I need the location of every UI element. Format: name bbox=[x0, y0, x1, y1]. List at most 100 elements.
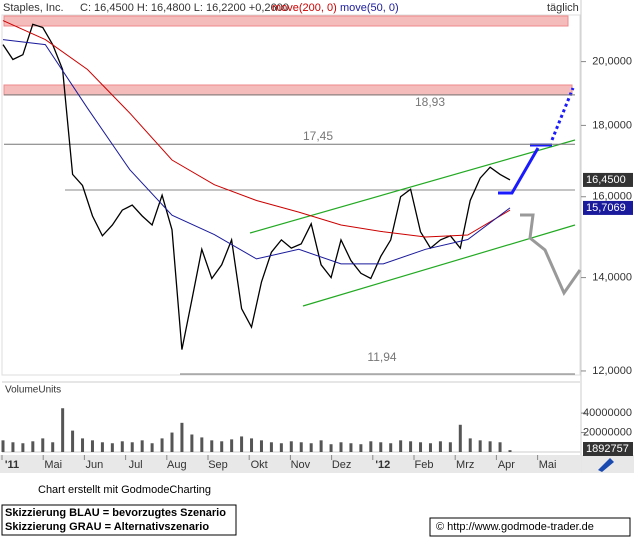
x-tick-label: Mai bbox=[539, 459, 557, 471]
volume-bar bbox=[200, 437, 204, 452]
volume-bar bbox=[120, 441, 124, 452]
x-tick-label: '11 bbox=[5, 459, 19, 471]
quote: C: 16,4500 H: 16,4800 L: 16,2200 +0,2600 bbox=[80, 2, 289, 14]
volume-bar bbox=[478, 440, 482, 452]
volume-bar bbox=[41, 438, 45, 452]
volume-bar bbox=[170, 432, 174, 452]
volume-last-label: 1892757 bbox=[586, 443, 629, 455]
volume-bar bbox=[289, 441, 293, 452]
volume-bar bbox=[279, 443, 283, 452]
legend-gray: Skizzierung GRAU = Alternativszenario bbox=[5, 521, 209, 533]
volume-bar bbox=[1, 440, 5, 452]
resistance-band bbox=[3, 15, 569, 27]
x-tick-label: Aug bbox=[167, 459, 187, 471]
volume-bar bbox=[379, 442, 383, 452]
volume-bar bbox=[428, 443, 432, 452]
y-tick-label: 20,0000 bbox=[592, 56, 632, 68]
moving-average bbox=[2, 20, 511, 238]
volume-tick-label: 40000000 bbox=[583, 407, 632, 419]
scenario-blue bbox=[498, 147, 540, 195]
volume-bar bbox=[259, 440, 263, 452]
volume-bar bbox=[140, 440, 144, 452]
copyright[interactable]: © http://www.godmode-trader.de bbox=[436, 521, 594, 533]
channel-upper bbox=[249, 139, 576, 234]
volume-bar bbox=[90, 440, 94, 452]
volume-bar bbox=[21, 443, 25, 452]
x-tick-label: Jul bbox=[129, 459, 143, 471]
volume-last-box bbox=[583, 442, 633, 456]
volume-bar bbox=[369, 441, 373, 452]
plot-frame bbox=[1, 14, 581, 376]
volume-bar bbox=[61, 408, 65, 452]
volume-bar bbox=[240, 436, 244, 452]
resistance-band bbox=[3, 84, 573, 96]
last-value-label: 15,7069 bbox=[586, 202, 626, 214]
copyright-box bbox=[429, 517, 631, 537]
moving-average bbox=[2, 39, 511, 265]
x-tick-label: Okt bbox=[251, 459, 268, 471]
level-label: 11,94 bbox=[367, 350, 396, 364]
x-tick-label: Feb bbox=[415, 459, 434, 471]
y-tick-label: 12,0000 bbox=[592, 365, 632, 377]
volume-bar bbox=[458, 424, 462, 452]
last-value-label: 16,4500 bbox=[586, 174, 626, 186]
volume-bar bbox=[438, 441, 442, 452]
volume-bar bbox=[409, 441, 413, 452]
volume-bar bbox=[399, 440, 403, 452]
volume-bar bbox=[230, 439, 234, 452]
legend-blue: Skizzierung BLAU = bevorzugtes Szenario bbox=[5, 507, 226, 519]
volume-bar bbox=[299, 442, 303, 452]
last-value-box bbox=[583, 172, 633, 187]
level-label: 17,45 bbox=[303, 129, 333, 143]
volume-bar bbox=[349, 443, 353, 452]
scenario-gray bbox=[520, 213, 582, 297]
volume-bar bbox=[468, 438, 472, 452]
volume-bar bbox=[130, 442, 134, 452]
volume-bar bbox=[51, 442, 55, 452]
y-tick-label: 14,0000 bbox=[592, 272, 632, 284]
volume-bar bbox=[190, 434, 194, 452]
legend-entry: move(50, 0) bbox=[340, 2, 399, 14]
legend-box bbox=[1, 504, 237, 536]
volume-bar bbox=[488, 441, 492, 452]
volume-bar bbox=[359, 444, 363, 452]
x-tick-label: Dez bbox=[332, 459, 352, 471]
volume-bar bbox=[339, 442, 343, 452]
volume-bar bbox=[160, 438, 164, 452]
x-tick-label: Nov bbox=[291, 459, 311, 471]
volume-bar bbox=[110, 443, 114, 452]
volume-bar bbox=[210, 440, 214, 452]
last-value-box bbox=[583, 200, 633, 215]
x-tick-label: Sep bbox=[208, 459, 228, 471]
price-line bbox=[2, 23, 511, 350]
y-tick-label: 16,0000 bbox=[592, 191, 632, 203]
volume-bar bbox=[508, 450, 512, 452]
volume-bar bbox=[250, 438, 254, 452]
volume-bar bbox=[220, 441, 224, 452]
level-label: 18,93 bbox=[415, 95, 445, 109]
period: täglich bbox=[547, 2, 579, 14]
volume-bar bbox=[100, 442, 104, 452]
x-tick-label: Mai bbox=[44, 459, 62, 471]
credit: Chart erstellt mit GodmodeCharting bbox=[38, 484, 211, 496]
volume-label: VolumeUnits bbox=[5, 385, 61, 396]
volume-bar bbox=[498, 442, 502, 452]
volume-bar bbox=[31, 441, 35, 452]
legend-entry: move(200, 0) bbox=[272, 2, 337, 14]
x-tick-label: Apr bbox=[498, 459, 515, 471]
volume-bar bbox=[11, 442, 15, 452]
volume-bar bbox=[448, 442, 452, 452]
volume-bar bbox=[81, 438, 85, 452]
volume-bar bbox=[419, 442, 423, 452]
volume-bar bbox=[329, 444, 333, 452]
x-tick-label: Mrz bbox=[456, 459, 474, 471]
volume-tick-label: 20000000 bbox=[583, 426, 632, 438]
x-tick-label: Jun bbox=[86, 459, 104, 471]
volume-bar bbox=[180, 422, 184, 452]
volume-bar bbox=[319, 440, 323, 452]
volume-bar bbox=[269, 442, 273, 452]
x-tick-label: '12 bbox=[375, 459, 390, 471]
pen-icon[interactable] bbox=[598, 458, 614, 472]
volume-bar bbox=[150, 443, 154, 452]
